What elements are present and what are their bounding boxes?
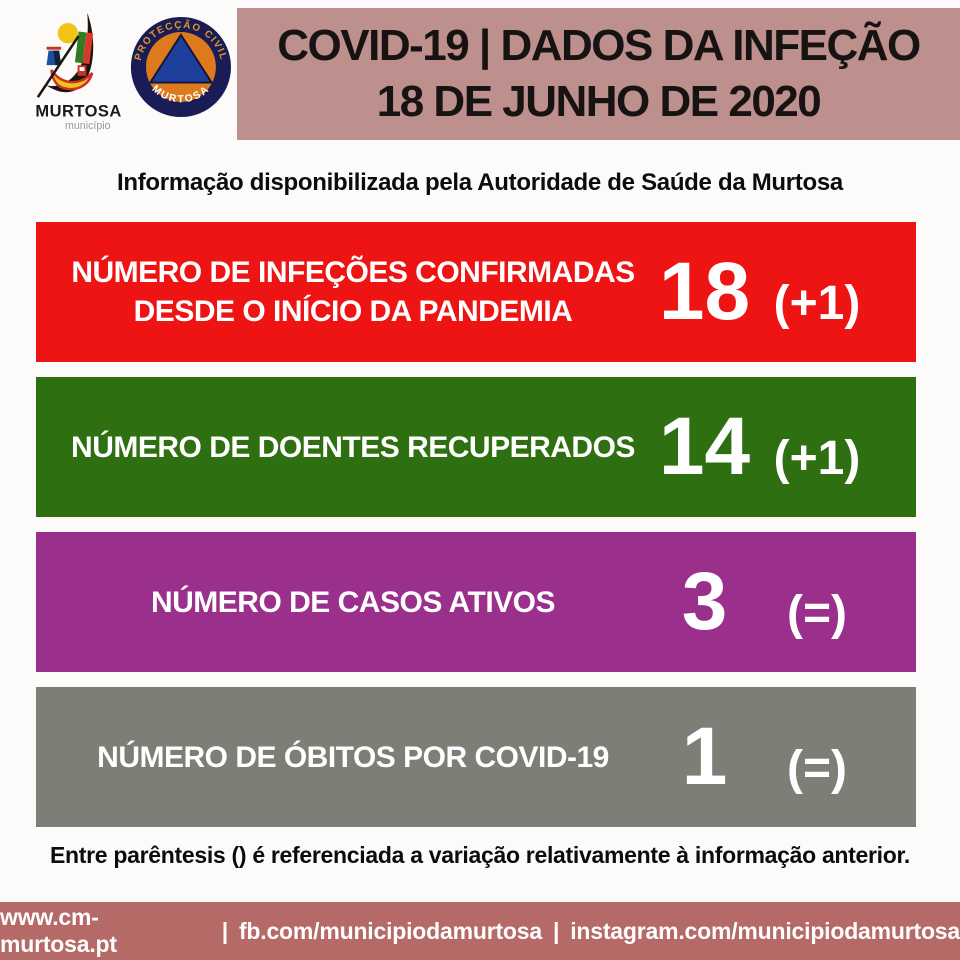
stat-bars: NÚMERO DE INFEÇÕES CONFIRMADAS DESDE O I… (36, 222, 916, 842)
stat-label-line-1: NÚMERO DE INFEÇÕES CONFIRMADAS (71, 256, 635, 289)
stat-label: NÚMERO DE DOENTES RECUPERADOS (36, 428, 652, 467)
footer-separator: | (552, 917, 560, 944)
stat-value: 18 (+1) (652, 251, 882, 333)
municipality-name-label: MURTOSA (35, 103, 121, 121)
municipality-subname-label: município (65, 120, 111, 132)
civil-protection-logo-icon: PROTECÇÃO CIVIL MURTOSA (131, 16, 232, 118)
stat-number: 3 (681, 556, 728, 647)
stat-number: 18 (658, 246, 751, 337)
murtosa-municipality-logo-icon: MURTOSA município (35, 12, 121, 132)
footer-separator: | (221, 917, 228, 944)
footer-bar: www.cm-murtosa.pt | fb.com/municipiodamu… (0, 902, 960, 960)
stat-value: 3 (=) (652, 561, 882, 643)
stat-label: NÚMERO DE ÓBITOS POR COVID-19 (36, 738, 652, 777)
facebook-link: fb.com/municipiodamurtosa (238, 917, 542, 944)
stat-bar-covid-deaths: NÚMERO DE ÓBITOS POR COVID-19 1 (=) (36, 687, 916, 827)
variation-note: Entre parêntesis () é referenciada a var… (49, 842, 910, 868)
stat-label-line-1: NÚMERO DE DOENTES RECUPERADOS (71, 430, 635, 464)
stat-bar-recovered-patients: NÚMERO DE DOENTES RECUPERADOS 14 (+1) (36, 377, 916, 517)
stat-change: (=) (787, 587, 847, 640)
stat-number: 14 (658, 401, 751, 492)
stat-label: NÚMERO DE CASOS ATIVOS (36, 583, 652, 622)
stat-value: 14 (+1) (652, 406, 882, 488)
header-banner: COVID-19 | DADOS DA INFEÇÃO 18 DE JUNHO … (237, 8, 960, 140)
stat-value: 1 (=) (652, 716, 882, 798)
subtitle: Informação disponibilizada pela Autorida… (117, 169, 843, 196)
stat-change: (+1) (773, 432, 861, 485)
website-link: www.cm-murtosa.pt (0, 904, 117, 957)
stat-label-line-2: DESDE O INÍCIO DA PANDEMIA (133, 295, 573, 328)
stat-change: (+1) (773, 277, 861, 330)
instagram-link: instagram.com/municipiodamurtosa (570, 917, 960, 944)
stat-bar-active-cases: NÚMERO DE CASOS ATIVOS 3 (=) (36, 532, 916, 672)
logo-area: MURTOSA município PROTECÇÃO CIVIL MURTOS… (33, 6, 233, 140)
stat-label-line-1: NÚMERO DE ÓBITOS POR COVID-19 (97, 740, 609, 774)
stat-bar-confirmed-infections: NÚMERO DE INFEÇÕES CONFIRMADAS DESDE O I… (36, 222, 916, 362)
stat-number: 1 (681, 711, 728, 802)
stat-change: (=) (787, 742, 847, 795)
title-line-1: COVID-19 | DADOS DA INFEÇÃO (277, 20, 921, 70)
title-line-2: 18 DE JUNHO DE 2020 (376, 77, 822, 126)
stat-label-line-1: NÚMERO DE CASOS ATIVOS (150, 585, 556, 619)
stat-label: NÚMERO DE INFEÇÕES CONFIRMADAS DESDE O I… (36, 253, 652, 331)
